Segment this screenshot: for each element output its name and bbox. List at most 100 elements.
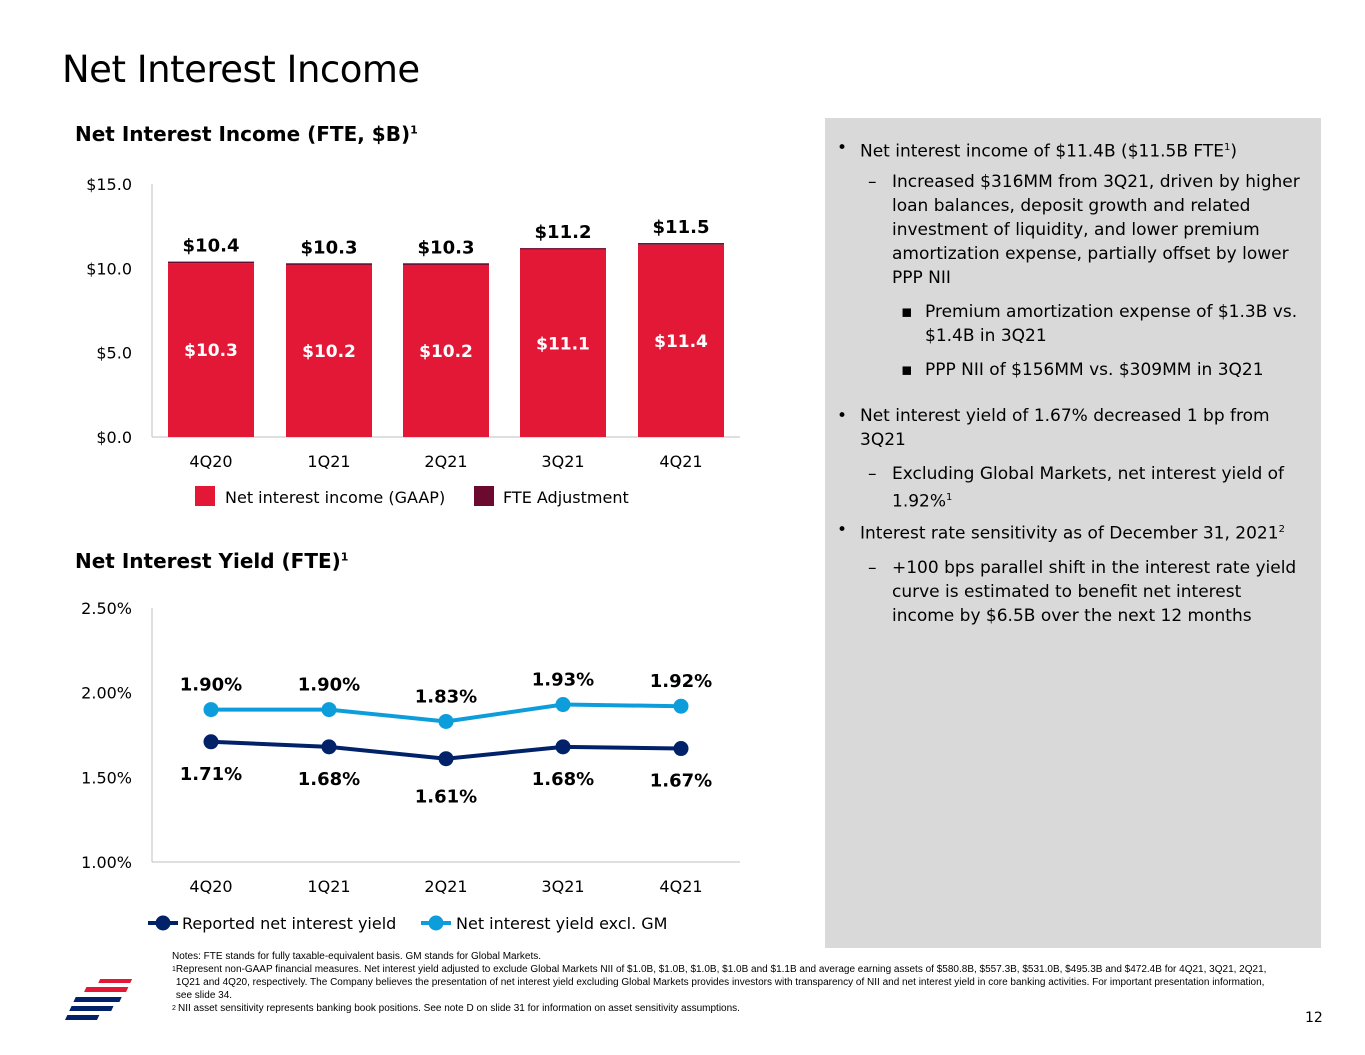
bar-total-label: $10.3 <box>418 237 475 258</box>
bullet-text: Increased $316MM from 3Q21, driven by hi… <box>892 170 1307 290</box>
x-tick-label: 3Q21 <box>541 877 584 896</box>
footnote-2: 2 NII asset sensitivity represents bankin… <box>172 1002 1282 1015</box>
data-label: 1.68% <box>298 769 360 790</box>
footnote-mark: 1 <box>1224 142 1231 153</box>
data-label: 1.90% <box>298 675 360 696</box>
legend-label: Net interest yield excl. GM <box>456 914 667 933</box>
bullet-text-body: Increased $316MM from 3Q21, driven by hi… <box>892 172 1300 288</box>
data-label: 1.93% <box>532 670 594 691</box>
x-tick-label: 4Q21 <box>659 877 702 896</box>
bar-gaap <box>286 264 372 437</box>
bullet-text-body: Net interest yield of 1.67% decreased 1 … <box>860 406 1270 450</box>
data-point <box>438 713 454 729</box>
page-title: Net Interest Income <box>62 48 420 91</box>
bank-logo-icon <box>65 979 132 1020</box>
data-point <box>673 741 689 757</box>
bar-chart-title: Net Interest Income (FTE, $B)1 <box>75 122 418 146</box>
bar-gaap <box>638 244 724 437</box>
bullet-text-body: Premium amortization expense of $1.3B vs… <box>925 302 1298 346</box>
data-point <box>673 698 689 714</box>
footnote-mark: 1 <box>172 966 176 973</box>
y-tick-label: 1.00% <box>81 853 132 872</box>
line-chart-title: Net Interest Yield (FTE)1 <box>75 549 348 573</box>
bar-fte-adjustment <box>403 263 489 265</box>
legend-swatch-gaap <box>195 486 215 506</box>
legend-label: Net interest income (GAAP) <box>225 488 445 507</box>
bullet-text: Net interest yield of 1.67% decreased 1 … <box>860 404 1300 452</box>
y-tick-label: 2.00% <box>81 684 132 703</box>
commentary-panel: • Net interest income of $11.4B ($11.5B F… <box>825 118 1321 948</box>
data-label: 1.90% <box>180 675 242 696</box>
bullet-text-body: PPP NII of $156MM vs. $309MM in 3Q21 <box>925 360 1264 380</box>
bar-value-label: $10.2 <box>302 342 356 362</box>
bullet-marker: – <box>868 558 877 578</box>
data-point <box>438 751 454 767</box>
y-tick-label: $0.0 <box>96 428 132 447</box>
bar-total-label: $11.2 <box>535 222 592 243</box>
footnote-mark: 1 <box>946 492 953 503</box>
bullet-marker: ▪ <box>901 360 913 380</box>
page-number: 12 <box>1305 1010 1323 1026</box>
data-label: 1.71% <box>180 764 242 785</box>
y-tick-label: $5.0 <box>96 344 132 363</box>
bar-value-label: $11.4 <box>654 332 708 352</box>
data-point <box>555 739 571 755</box>
bar-value-label: $10.2 <box>419 342 473 362</box>
y-tick-label: 1.50% <box>81 768 132 787</box>
data-point <box>321 739 337 755</box>
bar-gaap <box>403 264 489 437</box>
data-point <box>203 734 219 750</box>
bullet-marker: ▪ <box>901 302 913 322</box>
legend-label: FTE Adjustment <box>503 488 629 507</box>
footnote-mark: 1 <box>410 123 418 137</box>
footnote-1: 1 Represent non-GAAP financial measures. … <box>172 963 1282 1002</box>
bullet-text-body: Net interest income of $11.4B ($11.5B FT… <box>860 141 1225 162</box>
bar-value-label: $11.1 <box>536 334 590 354</box>
x-tick-label: 4Q20 <box>189 452 232 471</box>
bar-gaap <box>168 263 254 437</box>
x-tick-label: 4Q20 <box>189 877 232 896</box>
x-tick-label: 1Q21 <box>307 452 350 471</box>
legend-swatch-fte <box>474 486 494 506</box>
line-chart-title-text: Net Interest Yield (FTE) <box>75 549 341 573</box>
bullet-marker: • <box>837 406 848 426</box>
footnote-mark: 2 <box>172 1005 176 1012</box>
footnote-text: NII asset sensitivity represents banking… <box>178 1003 740 1014</box>
bar-total-label: $11.5 <box>653 217 710 238</box>
footnote-text: Represent non-GAAP financial measures. N… <box>175 964 1267 1001</box>
y-tick-label: $15.0 <box>86 175 132 194</box>
bullet-text: Net interest income of $11.4B ($11.5B FT… <box>860 136 1300 164</box>
bullet-marker: – <box>868 464 877 484</box>
notes-line: Notes: FTE stands for fully taxable-equi… <box>172 951 542 962</box>
x-tick-label: 1Q21 <box>307 877 350 896</box>
y-tick-label: 2.50% <box>81 599 132 618</box>
data-point <box>555 697 571 713</box>
legend-label: Reported net interest yield <box>182 914 396 933</box>
bullet-text: Premium amortization expense of $1.3B vs… <box>925 300 1305 348</box>
bar-gaap <box>520 249 606 437</box>
bullet-text: +100 bps parallel shift in the interest … <box>892 556 1307 628</box>
data-label: 1.68% <box>532 769 594 790</box>
data-point <box>321 702 337 718</box>
bar-fte-adjustment <box>520 248 606 250</box>
x-tick-label: 2Q21 <box>424 877 467 896</box>
data-label: 1.83% <box>415 686 477 707</box>
footnotes: Notes: FTE stands for fully taxable-equi… <box>172 950 1282 1015</box>
bullet-text-body: +100 bps parallel shift in the interest … <box>892 558 1297 626</box>
footnote-mark: 1 <box>340 550 349 564</box>
bar-fte-adjustment <box>286 263 372 265</box>
bar-fte-adjustment <box>168 261 254 264</box>
bar-total-label: $10.4 <box>183 236 240 257</box>
x-tick-label: 4Q21 <box>659 452 702 471</box>
data-label: 1.92% <box>650 671 712 692</box>
bullet-text: Excluding Global Markets, net interest y… <box>892 462 1307 514</box>
bullet-marker: • <box>837 138 848 158</box>
data-label: 1.61% <box>415 787 477 808</box>
bar-value-label: $10.3 <box>184 341 238 361</box>
bullet-marker: – <box>868 172 877 192</box>
bullet-text-body: Interest rate sensitivity as of December… <box>860 523 1279 544</box>
y-tick-label: $10.0 <box>86 259 132 278</box>
bullet-text: Interest rate sensitivity as of December… <box>860 518 1300 546</box>
